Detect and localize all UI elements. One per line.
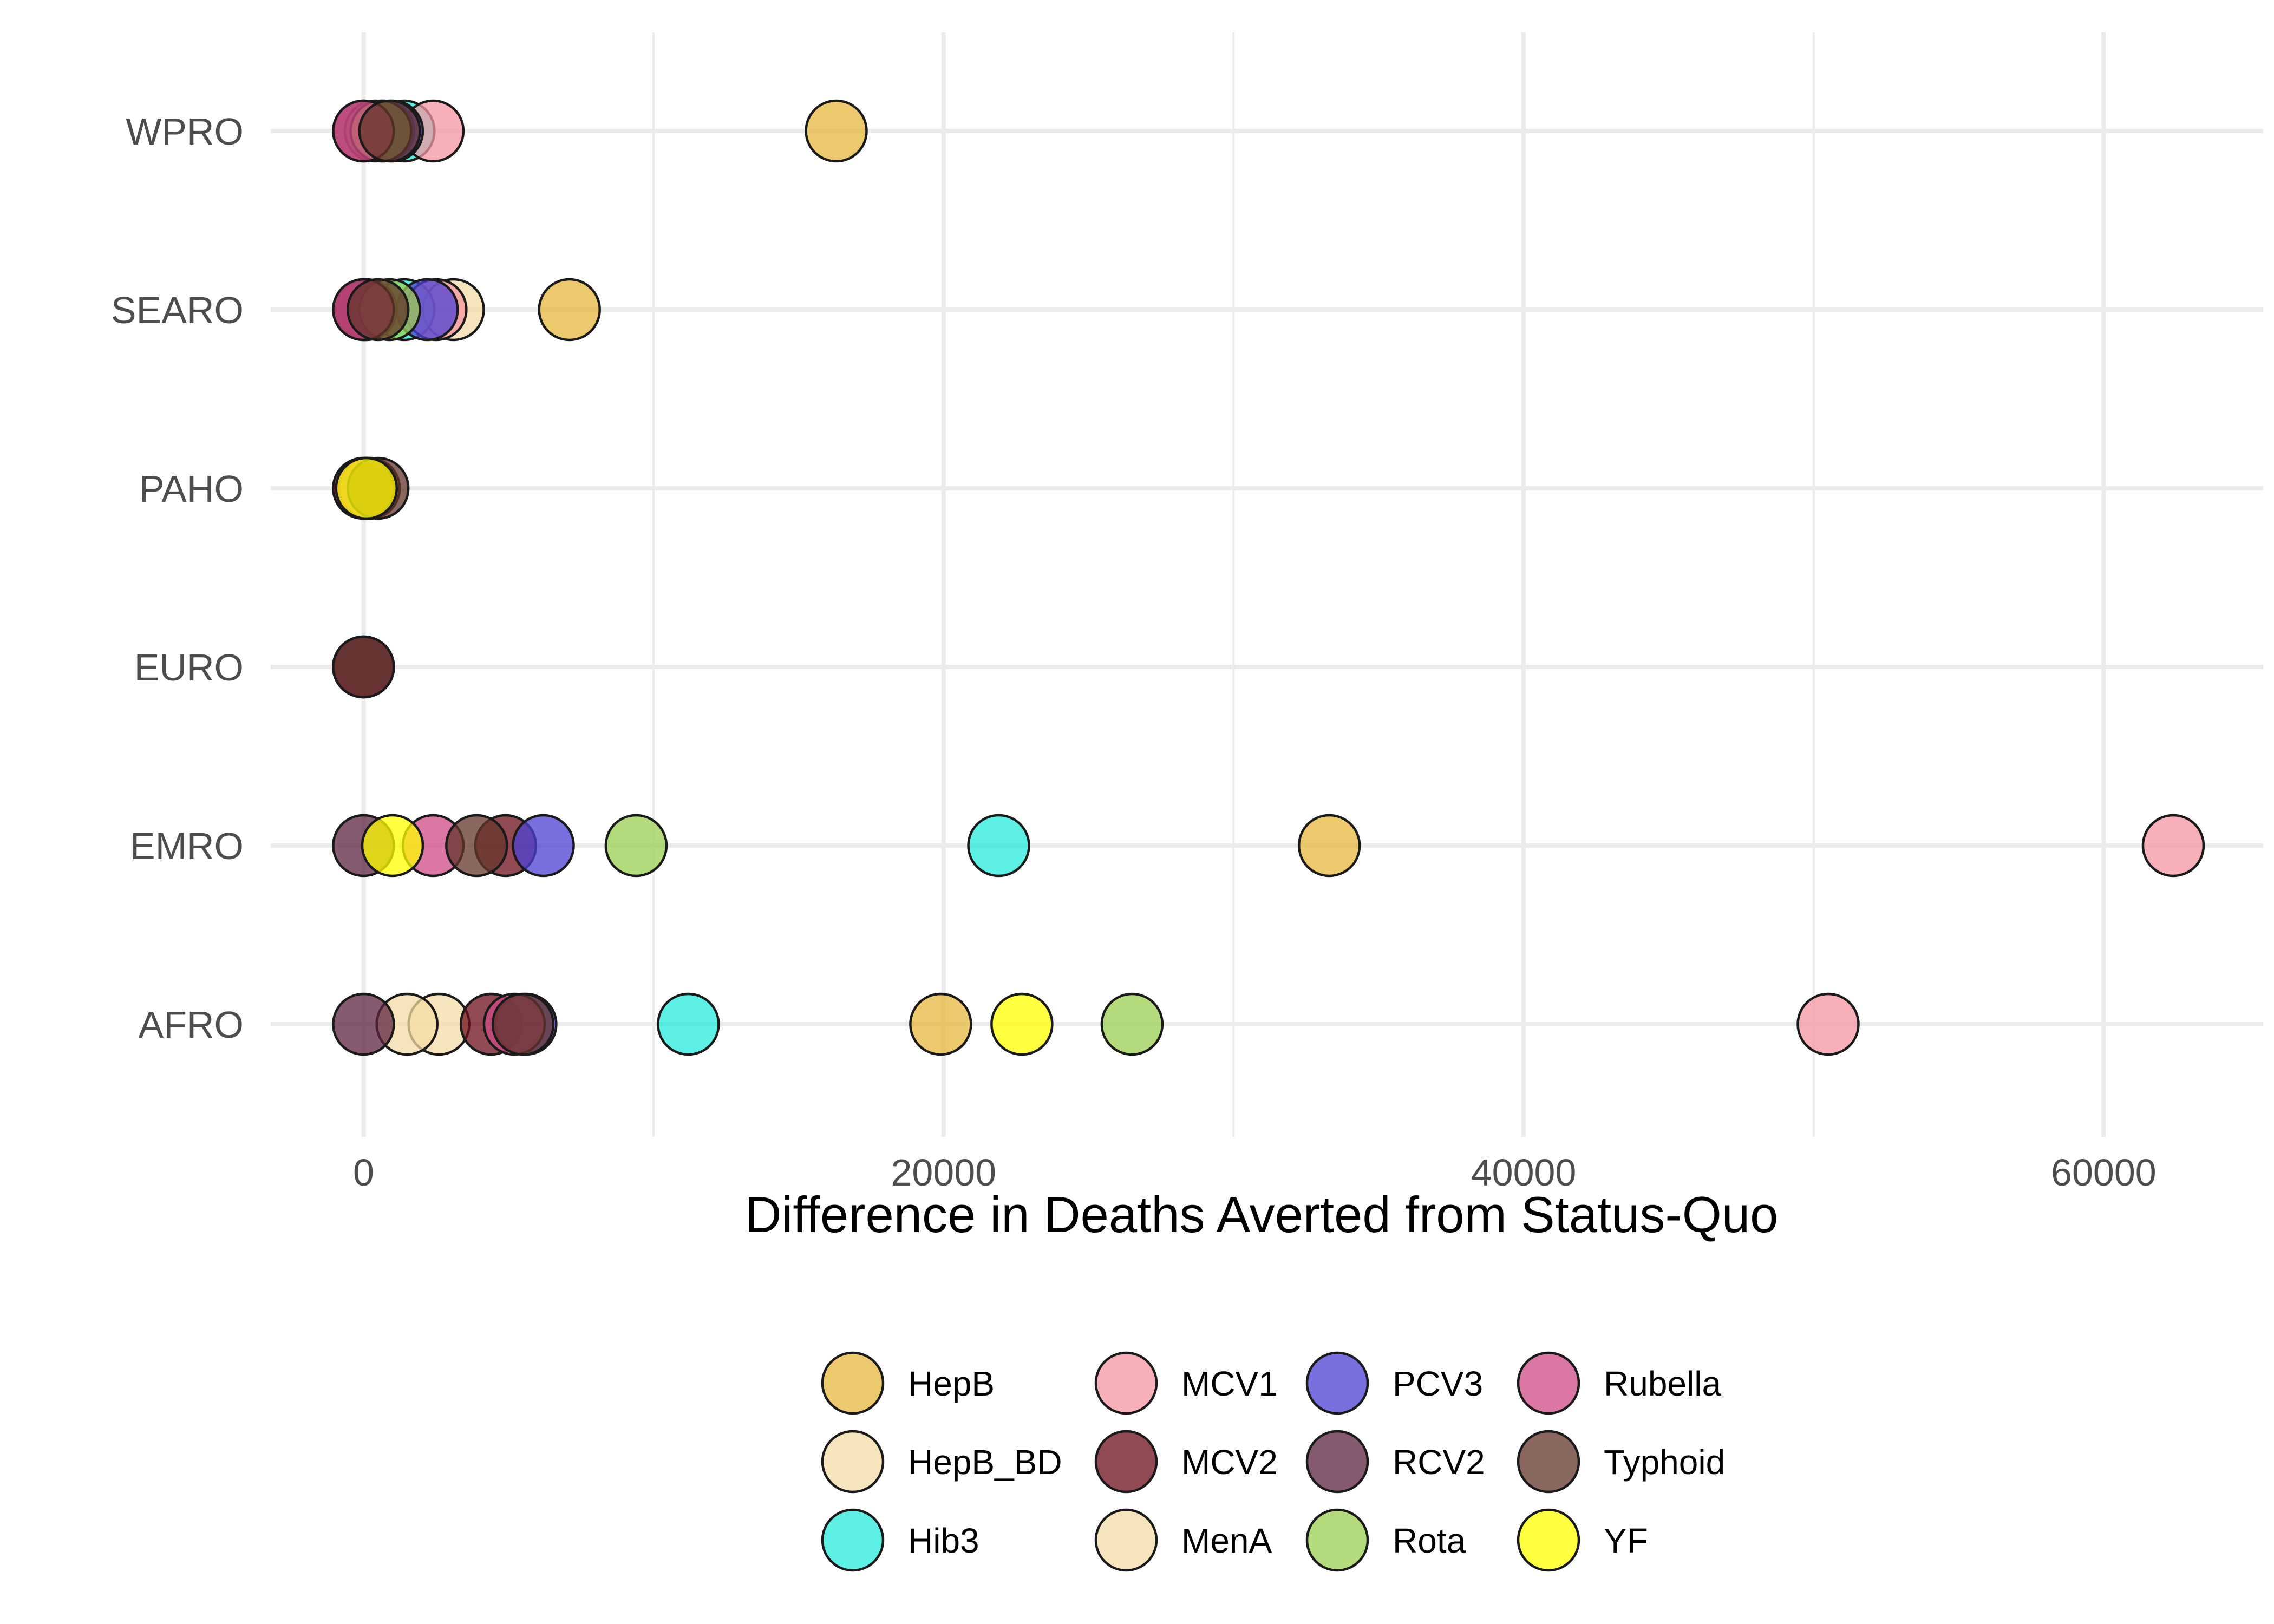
data-point-typhoid bbox=[445, 814, 508, 878]
y-tick-label: EURO bbox=[134, 646, 244, 689]
y-tick-label: AFRO bbox=[139, 1004, 244, 1046]
legend-label: HepB_BD bbox=[908, 1443, 1062, 1482]
data-point-pcv3 bbox=[512, 814, 575, 878]
legend: HepB HepB_BD Hib3 MCV1 MCV2 MenA PCV3 RCV2 Rota R… bbox=[821, 1351, 1725, 1572]
data-point-rota bbox=[1100, 992, 1164, 1056]
x-axis-tick-labels: 0 20000 40000 60000 bbox=[353, 1151, 2157, 1194]
x-tick-label: 60000 bbox=[2051, 1151, 2157, 1194]
legend-label: RCV2 bbox=[1393, 1443, 1485, 1482]
legend-label: Rubella bbox=[1604, 1364, 1721, 1403]
legend-item: PCV3 bbox=[1305, 1351, 1483, 1415]
legend-item: HepB bbox=[821, 1351, 995, 1415]
legend-item: HepB_BD bbox=[821, 1430, 1062, 1494]
legend-key bbox=[1517, 1430, 1580, 1494]
legend-item: Hib3 bbox=[821, 1508, 979, 1572]
legend-key bbox=[1517, 1508, 1580, 1572]
data-point-rota bbox=[604, 814, 668, 878]
legend-item: MCV1 bbox=[1094, 1351, 1278, 1415]
legend-item: MCV2 bbox=[1094, 1430, 1278, 1494]
data-points bbox=[332, 99, 2205, 1056]
data-point-hepb bbox=[909, 992, 972, 1056]
x-tick-label: 0 bbox=[353, 1151, 374, 1194]
y-tick-label: EMRO bbox=[130, 825, 244, 867]
legend-key bbox=[1094, 1430, 1158, 1494]
legend-key bbox=[821, 1430, 885, 1494]
data-point-yf bbox=[990, 992, 1054, 1056]
data-point-hepb bbox=[1297, 814, 1361, 878]
data-point-yf bbox=[335, 456, 398, 520]
legend-key bbox=[1094, 1508, 1158, 1572]
x-axis-title: Difference in Deaths Averted from Status… bbox=[745, 1186, 1779, 1243]
data-point-hib3 bbox=[967, 814, 1030, 878]
y-axis-tick-labels: AFRO EMRO EURO PAHO SEARO WPRO bbox=[111, 110, 244, 1046]
legend-label: PCV3 bbox=[1393, 1364, 1483, 1403]
legend-label: MenA bbox=[1181, 1521, 1272, 1560]
data-point-hepb bbox=[805, 99, 868, 163]
legend-key bbox=[1517, 1351, 1580, 1415]
legend-label: YF bbox=[1604, 1521, 1648, 1560]
x-tick-label: 40000 bbox=[1471, 1151, 1577, 1194]
legend-key bbox=[1305, 1508, 1369, 1572]
data-point-typhoid bbox=[358, 99, 421, 163]
x-tick-label: 20000 bbox=[891, 1151, 996, 1194]
legend-key bbox=[1305, 1351, 1369, 1415]
legend-item: Rota bbox=[1305, 1508, 1466, 1572]
legend-label: MCV1 bbox=[1181, 1364, 1278, 1403]
legend-key bbox=[821, 1508, 885, 1572]
data-point-mcv1 bbox=[1796, 992, 1860, 1056]
legend-label: Typhoid bbox=[1604, 1443, 1725, 1482]
y-tick-label: PAHO bbox=[139, 468, 244, 510]
legend-label: HepB bbox=[908, 1364, 995, 1403]
legend-key bbox=[1305, 1430, 1369, 1494]
data-point-typhoid bbox=[346, 278, 410, 342]
legend-label: Hib3 bbox=[908, 1521, 979, 1560]
y-tick-label: WPRO bbox=[126, 110, 244, 153]
legend-key bbox=[821, 1351, 885, 1415]
legend-item: Rubella bbox=[1517, 1351, 1721, 1415]
legend-item: RCV2 bbox=[1305, 1430, 1485, 1494]
data-point-typhoid bbox=[491, 992, 555, 1056]
data-point-rcv2 bbox=[332, 992, 395, 1056]
data-point-mcv1 bbox=[2141, 814, 2205, 878]
legend-label: MCV2 bbox=[1181, 1443, 1278, 1482]
data-point-yf bbox=[361, 814, 424, 878]
y-tick-label: SEARO bbox=[111, 289, 244, 331]
legend-item: MenA bbox=[1094, 1508, 1272, 1572]
legend-item: YF bbox=[1517, 1508, 1648, 1572]
legend-key bbox=[1094, 1351, 1158, 1415]
data-point-hib3 bbox=[657, 992, 720, 1056]
grid bbox=[271, 32, 2263, 1137]
legend-item: Typhoid bbox=[1517, 1430, 1725, 1494]
data-point-typhoid bbox=[332, 635, 395, 699]
data-point-hepb bbox=[538, 278, 601, 342]
legend-label: Rota bbox=[1393, 1521, 1466, 1560]
